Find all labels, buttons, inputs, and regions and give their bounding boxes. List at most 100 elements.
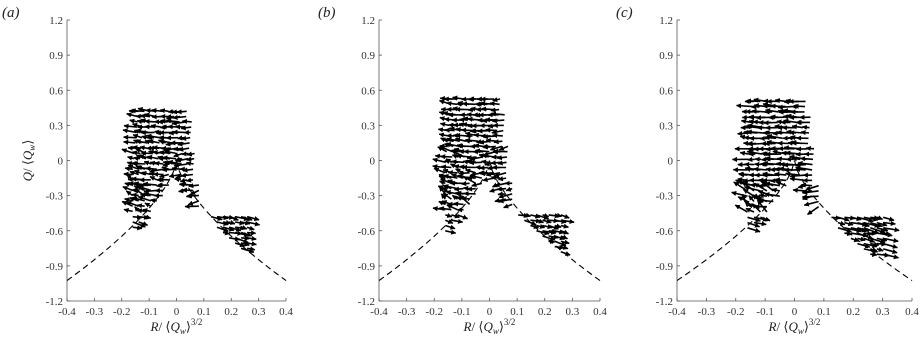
quiver-arrow — [802, 189, 819, 195]
quiver-arrow — [129, 118, 138, 124]
quiver-arrow — [883, 237, 899, 243]
quiver-arrow — [844, 221, 854, 227]
quiver-arrow — [143, 188, 157, 194]
quiver-arrow — [150, 123, 162, 129]
quiver-arrow — [491, 129, 504, 135]
panel-label: (c) — [616, 5, 633, 21]
quiver-arrow — [791, 140, 809, 146]
quiver-arrow — [453, 186, 464, 192]
quiver-arrow — [228, 219, 236, 225]
y-tick-label: -0.6 — [46, 226, 64, 238]
x-tick-label: 0.2 — [846, 306, 860, 318]
quiver-arrow — [493, 148, 508, 154]
x-tick-label: 0 — [174, 306, 180, 318]
quiver-arrow — [745, 207, 755, 213]
quiver-arrow — [805, 145, 815, 152]
quiver-arrow — [186, 151, 195, 157]
quiver-arrow — [536, 223, 546, 229]
quiver-arrow — [753, 166, 767, 172]
quiver-arrow — [876, 237, 888, 243]
quiver-arrow — [144, 202, 152, 208]
quiver-arrow — [150, 198, 157, 204]
quiver-arrow — [451, 159, 465, 165]
quiver-arrow — [536, 218, 544, 224]
vieillefosse-line — [378, 160, 491, 282]
quiver-arrow — [503, 203, 513, 209]
quiver-arrow — [857, 216, 874, 223]
quiver-arrow — [560, 223, 569, 229]
quiver-arrow — [454, 132, 467, 138]
quiver-arrow — [177, 141, 190, 147]
y-tick-label: -1.2 — [656, 296, 673, 308]
quiver-arrow — [800, 130, 810, 136]
quiver-arrow — [882, 248, 898, 254]
quiver-arrow — [493, 139, 503, 145]
y-tick-label: 0.3 — [361, 120, 375, 132]
x-tick-label: 0.3 — [252, 306, 266, 318]
quiver-arrow — [471, 182, 482, 188]
y-tick-label: 0.9 — [361, 50, 375, 62]
quiver-arrow — [240, 215, 253, 222]
quiver-arrow — [125, 190, 134, 197]
quiver-arrow — [498, 198, 513, 204]
quiver-arrow — [144, 118, 156, 125]
quiver-arrow — [777, 104, 793, 110]
quiver-arrow — [797, 160, 813, 166]
quiver-arrow — [451, 218, 464, 224]
quiver-arrow — [172, 114, 187, 121]
quiver-arrow — [739, 150, 750, 156]
quiver-arrow — [482, 176, 495, 182]
vieillefosse-line — [175, 160, 287, 282]
quiver-arrow — [180, 172, 193, 178]
quiver-arrow — [882, 216, 895, 222]
quiver-arrow — [246, 235, 257, 242]
quiver-arrow — [133, 155, 141, 161]
x-axis-label: R/ ⟨Qw⟩3/2 — [150, 317, 203, 336]
quiver-arrow — [560, 239, 570, 245]
quiver-arrow — [136, 182, 151, 189]
y-tick-label: -0.9 — [656, 261, 674, 273]
quiver-arrow — [178, 182, 193, 188]
quiver-arrow — [240, 241, 250, 247]
panel-3: (c) -1.2 -0.9 -0.6 -0.3 0 0.3 0.6 0.9 1.2 -0.4 -0.3… — [616, 5, 919, 336]
quiver-arrow — [746, 129, 764, 135]
quiver-arrow — [240, 220, 251, 226]
quiver-arrow — [801, 124, 810, 130]
y-tick-label: -0.6 — [358, 226, 376, 238]
quiver-arrow — [181, 118, 192, 124]
quiver-arrow — [173, 152, 183, 158]
quiver-arrow — [453, 201, 464, 207]
quiver-arrow — [185, 177, 194, 183]
quiver-arrow — [776, 156, 788, 162]
quiver-arrow — [542, 224, 553, 230]
quiver-arrow — [185, 161, 194, 167]
quiver-arrow — [228, 226, 242, 232]
quiver-arrow — [179, 177, 188, 183]
quiver-arrow — [491, 118, 505, 124]
quiver-field — [121, 107, 261, 254]
quiver-arrow — [530, 213, 541, 219]
quiver-arrow — [857, 227, 870, 233]
quiver-arrow — [734, 204, 748, 213]
y-tick-label: 0.9 — [659, 50, 673, 62]
quiver-arrow — [870, 247, 878, 253]
y-axis-label: Q/ ⟨Qw⟩ — [20, 140, 37, 182]
y-tick-label: -0.6 — [656, 226, 674, 238]
quiver-arrow — [159, 108, 169, 114]
quiver-arrow — [748, 195, 755, 203]
quiver-arrow — [791, 124, 804, 130]
quiver-arrow — [747, 216, 761, 223]
quiver-arrow — [132, 221, 146, 228]
quiver-arrow — [783, 118, 798, 124]
x-tick-label: 0.2 — [538, 306, 552, 318]
quiver-arrow — [754, 161, 761, 168]
quiver-arrow — [770, 178, 780, 184]
quiver-arrow — [870, 241, 880, 247]
quiver-arrow — [439, 121, 450, 127]
quiver-arrow — [142, 181, 157, 187]
quiver-arrow — [560, 229, 569, 235]
quiver-arrow — [497, 176, 507, 182]
quiver-arrow — [123, 123, 138, 129]
quiver-arrow — [161, 167, 176, 173]
quiver-arrow — [440, 164, 452, 170]
